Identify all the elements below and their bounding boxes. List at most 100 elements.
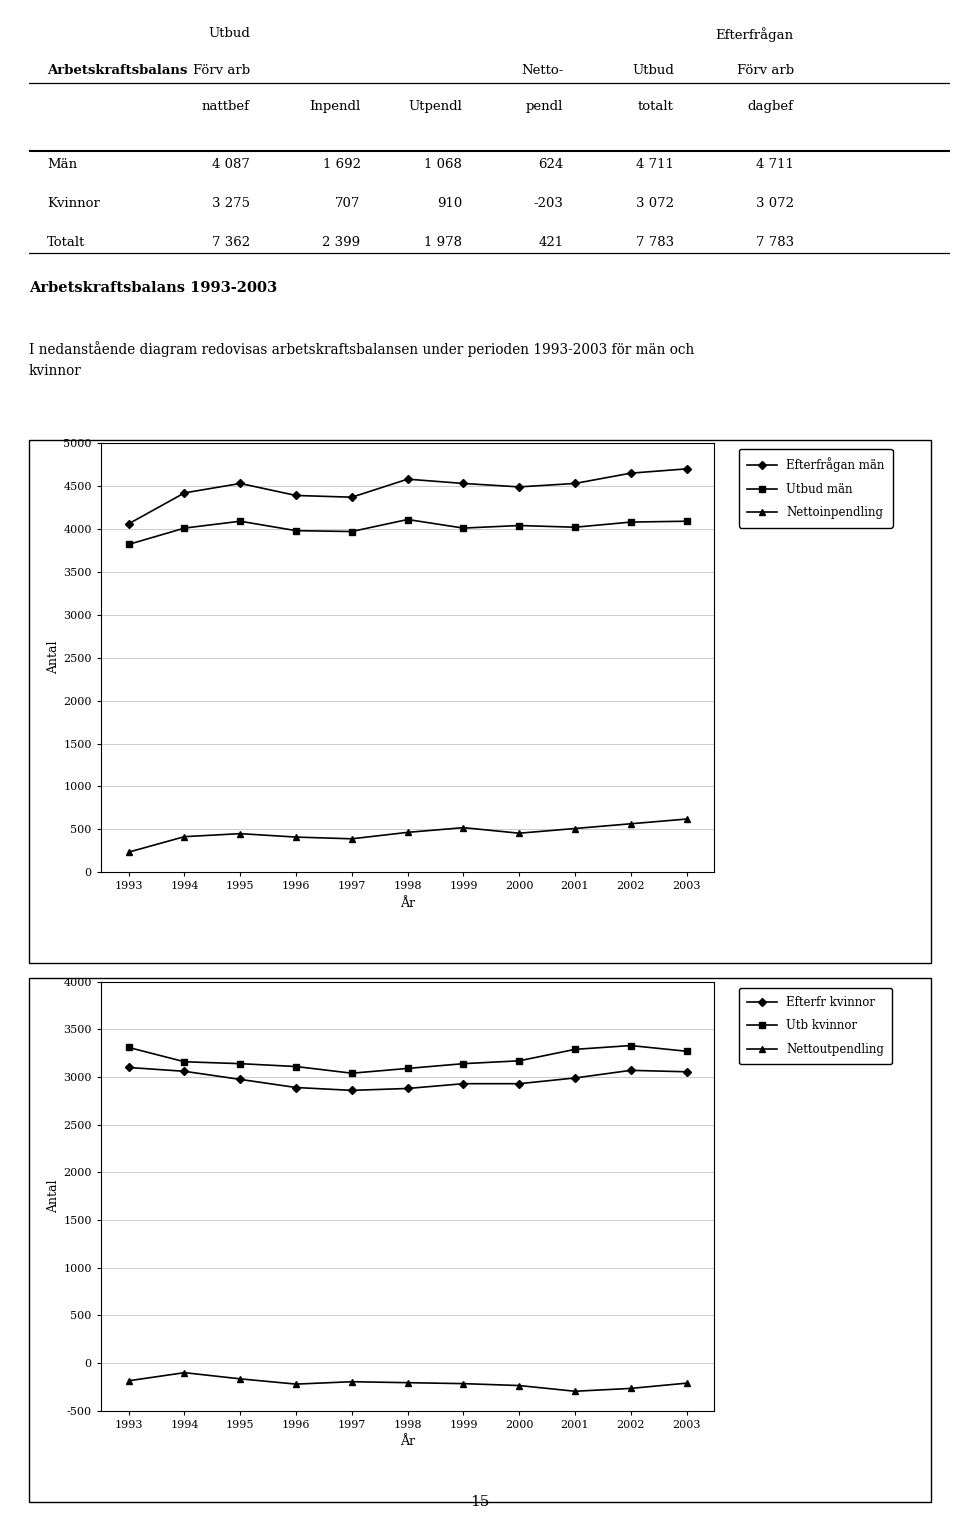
Utb kvinnor: [681, 1042, 692, 1060]
Efterfrågan män: [402, 470, 414, 488]
Efterfr kvinnor: [402, 1080, 414, 1098]
Utb kvinnor: [458, 1054, 469, 1073]
Text: 1 692: 1 692: [323, 158, 361, 171]
Efterfr kvinnor: [290, 1079, 301, 1097]
Utb kvinnor: [123, 1038, 134, 1056]
Utbud män: [514, 516, 525, 534]
Nettoinpendling: [179, 828, 190, 846]
Nettoutpendling: [123, 1371, 134, 1390]
Text: Arbetskraftsbalans: Arbetskraftsbalans: [47, 64, 187, 77]
Nettoutpendling: [346, 1373, 357, 1391]
Efterfr kvinnor: [458, 1074, 469, 1092]
Line: Utb kvinnor: Utb kvinnor: [126, 1042, 689, 1077]
Nettoutpendling: [290, 1374, 301, 1393]
Text: 7 783: 7 783: [636, 237, 674, 249]
Text: totalt: totalt: [638, 100, 674, 114]
Utb kvinnor: [234, 1054, 246, 1073]
Y-axis label: Antal: Antal: [47, 642, 60, 675]
Text: Netto-: Netto-: [521, 64, 564, 77]
Text: Kvinnor: Kvinnor: [47, 197, 100, 211]
Text: 7 783: 7 783: [756, 237, 794, 249]
Nettoinpendling: [514, 824, 525, 842]
Y-axis label: Antal: Antal: [47, 1180, 60, 1214]
Text: Utbud: Utbud: [632, 64, 674, 77]
Text: 1 068: 1 068: [424, 158, 462, 171]
Utbud män: [123, 536, 134, 554]
X-axis label: År: År: [400, 897, 415, 910]
Nettoinpendling: [569, 819, 581, 837]
Utbud män: [681, 513, 692, 531]
Nettoutpendling: [402, 1373, 414, 1391]
Text: pendl: pendl: [526, 100, 564, 114]
Utbud män: [458, 519, 469, 537]
Efterfr kvinnor: [569, 1069, 581, 1088]
Line: Efterfr kvinnor: Efterfr kvinnor: [126, 1065, 689, 1094]
Efterfrågan män: [569, 475, 581, 493]
Utb kvinnor: [179, 1053, 190, 1071]
Utb kvinnor: [290, 1057, 301, 1076]
Utb kvinnor: [625, 1036, 636, 1054]
Nettoinpendling: [290, 828, 301, 846]
Nettoutpendling: [625, 1379, 636, 1397]
Text: 2 399: 2 399: [323, 237, 361, 249]
Line: Utbud män: Utbud män: [126, 516, 689, 548]
Text: Förv arb: Förv arb: [736, 64, 794, 77]
X-axis label: År: År: [400, 1435, 415, 1449]
Text: Förv arb: Förv arb: [193, 64, 250, 77]
Utb kvinnor: [569, 1041, 581, 1059]
Efterfr kvinnor: [179, 1062, 190, 1080]
Efterfrågan män: [458, 475, 469, 493]
Text: 15: 15: [470, 1496, 490, 1509]
Nettoutpendling: [681, 1374, 692, 1393]
Efterfrågan män: [681, 460, 692, 478]
Text: 624: 624: [538, 158, 564, 171]
Nettoinpendling: [625, 815, 636, 833]
Text: I nedanstående diagram redovisas arbetskraftsbalansen under perioden 1993-2003 f: I nedanstående diagram redovisas arbetsk…: [29, 341, 694, 378]
Efterfr kvinnor: [681, 1063, 692, 1082]
Text: Utpendl: Utpendl: [408, 100, 462, 114]
Nettoinpendling: [681, 810, 692, 828]
Nettoutpendling: [514, 1376, 525, 1394]
Efterfrågan män: [234, 475, 246, 493]
Nettoinpendling: [346, 830, 357, 848]
Efterfr kvinnor: [514, 1074, 525, 1092]
Text: Arbetskraftsbalans kvinnor: Arbetskraftsbalans kvinnor: [352, 994, 608, 1012]
Efterfrågan män: [179, 484, 190, 502]
Nettoinpendling: [458, 819, 469, 837]
Text: -203: -203: [534, 197, 564, 211]
Efterfrågan män: [123, 514, 134, 532]
Text: Efterfrågan: Efterfrågan: [715, 27, 794, 42]
Utbud män: [346, 522, 357, 540]
Text: 421: 421: [539, 237, 564, 249]
Nettoutpendling: [569, 1382, 581, 1400]
Text: Arbetskraftsbalans män: Arbetskraftsbalans män: [369, 455, 591, 473]
Line: Efterfrågan män: Efterfrågan män: [126, 466, 689, 526]
Text: Inpendl: Inpendl: [309, 100, 361, 114]
Utbud män: [402, 510, 414, 528]
Line: Nettoutpendling: Nettoutpendling: [126, 1370, 689, 1394]
Text: 3 072: 3 072: [756, 197, 794, 211]
Nettoinpendling: [402, 824, 414, 842]
Utbud män: [179, 519, 190, 537]
Efterfrågan män: [346, 488, 357, 507]
Text: 7 362: 7 362: [212, 237, 250, 249]
Nettoutpendling: [458, 1374, 469, 1393]
Nettoinpendling: [123, 843, 134, 862]
Text: Arbetskraftsbalans 1993-2003: Arbetskraftsbalans 1993-2003: [29, 281, 276, 294]
Text: dagbef: dagbef: [748, 100, 794, 114]
Line: Nettoinpendling: Nettoinpendling: [126, 816, 689, 856]
Utb kvinnor: [346, 1063, 357, 1082]
Utbud män: [625, 513, 636, 531]
Text: 3 275: 3 275: [212, 197, 250, 211]
Efterfr kvinnor: [123, 1059, 134, 1077]
Text: 4 711: 4 711: [756, 158, 794, 171]
Legend: Efterfrågan män, Utbud män, Nettoinpendling: Efterfrågan män, Utbud män, Nettoinpendl…: [739, 449, 893, 528]
Efterfr kvinnor: [346, 1082, 357, 1100]
Nettoutpendling: [234, 1370, 246, 1388]
Efterfrågan män: [625, 464, 636, 482]
Utbud män: [290, 522, 301, 540]
Legend: Efterfr kvinnor, Utb kvinnor, Nettoutpendling: Efterfr kvinnor, Utb kvinnor, Nettoutpen…: [739, 988, 892, 1065]
Utb kvinnor: [514, 1051, 525, 1069]
Efterfr kvinnor: [234, 1071, 246, 1089]
Text: 4 087: 4 087: [212, 158, 250, 171]
